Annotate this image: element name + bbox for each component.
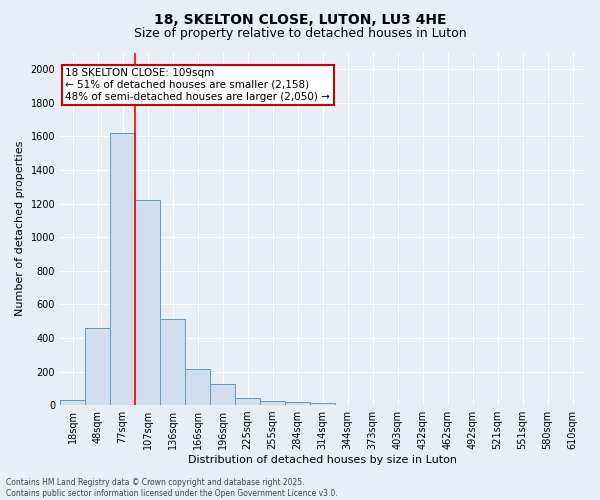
Bar xyxy=(135,200,160,405)
Bar xyxy=(310,402,335,405)
Text: 18 SKELTON CLOSE: 109sqm
← 51% of detached houses are smaller (2,158)
48% of sem: 18 SKELTON CLOSE: 109sqm ← 51% of detach… xyxy=(65,68,330,102)
Y-axis label: Number of detached properties: Number of detached properties xyxy=(15,141,25,316)
Bar xyxy=(60,400,85,405)
Bar xyxy=(235,398,260,405)
Text: Contains HM Land Registry data © Crown copyright and database right 2025.
Contai: Contains HM Land Registry data © Crown c… xyxy=(6,478,338,498)
X-axis label: Distribution of detached houses by size in Luton: Distribution of detached houses by size … xyxy=(188,455,457,465)
Bar xyxy=(185,369,210,405)
Bar xyxy=(210,384,235,405)
Bar xyxy=(285,402,310,405)
Text: 18, SKELTON CLOSE, LUTON, LU3 4HE: 18, SKELTON CLOSE, LUTON, LU3 4HE xyxy=(154,12,446,26)
Bar xyxy=(110,133,135,405)
Bar xyxy=(160,320,185,405)
Text: Size of property relative to detached houses in Luton: Size of property relative to detached ho… xyxy=(134,28,466,40)
Bar xyxy=(260,401,285,405)
Bar xyxy=(85,328,110,405)
